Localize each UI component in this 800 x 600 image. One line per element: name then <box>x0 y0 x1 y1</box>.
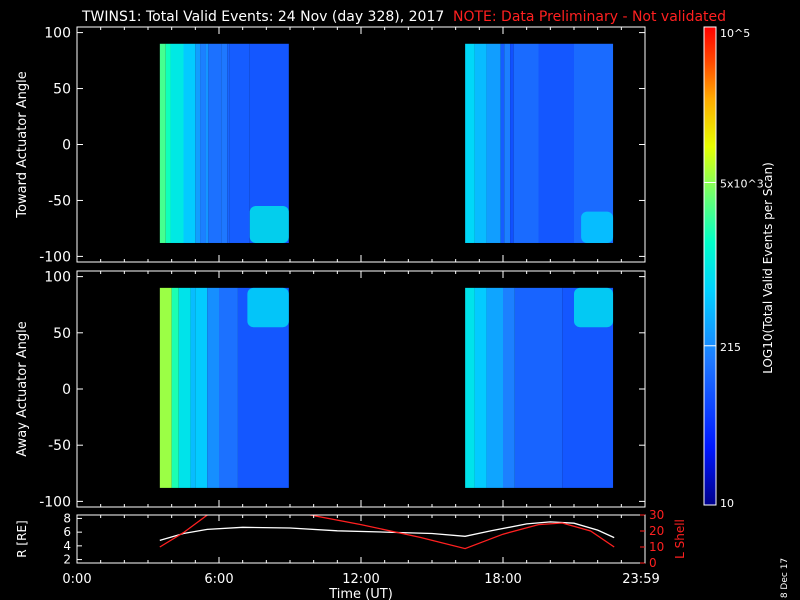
radial-distance-line <box>159 521 615 542</box>
heatmap-hotspot <box>574 287 614 328</box>
x-tick-label: 18:00 <box>484 572 521 587</box>
heatmap-cell <box>474 287 487 488</box>
x-tick-label: 6:00 <box>204 572 233 587</box>
y2-tick-label: 30 <box>649 508 664 522</box>
heatmap-cell <box>465 43 475 243</box>
away-angle-panel: 100 50 0 -50 -100 Away Actuator Angle <box>15 270 646 510</box>
heatmap-cell <box>159 43 166 243</box>
heatmap-cell <box>170 43 184 243</box>
heatmap-cell <box>574 43 614 243</box>
colorbar-tick-label: 215 <box>720 341 741 354</box>
heatmap-hotspot <box>581 211 614 243</box>
heatmap-cell <box>183 43 196 243</box>
y-tick-label: 0 <box>62 138 71 154</box>
y-tick-label: 6 <box>63 525 71 539</box>
date-stamp: 8 Dec 17 <box>780 558 790 598</box>
y-tick-label: 4 <box>63 539 71 553</box>
heatmap-cell <box>190 287 196 488</box>
colorbar-label: LOG10(Total Valid Events per Scan) <box>761 162 775 374</box>
y2-tick-label: 10 <box>649 540 664 554</box>
heatmap-cell <box>208 43 222 243</box>
l-shell-line <box>159 515 209 548</box>
heatmap-cell <box>513 43 539 243</box>
y-axis-label: R [RE] <box>15 520 29 557</box>
x-tick-label: 0:00 <box>62 572 91 587</box>
heatmap-hotspot <box>249 206 289 243</box>
y2-tick-label: 20 <box>649 524 664 538</box>
y-tick-label: -50 <box>48 438 71 454</box>
y-tick-label: 50 <box>53 82 71 98</box>
heatmap-cell <box>159 287 172 488</box>
heatmap-cell <box>229 43 250 243</box>
heatmap-cell <box>221 43 228 243</box>
heatmap-cell <box>205 43 209 243</box>
y-tick-label: 50 <box>53 326 71 342</box>
heatmap-cell <box>474 43 487 243</box>
heatmap-cell <box>165 43 171 243</box>
heatmap-cell <box>510 43 514 243</box>
y-tick-label: 8 <box>63 511 71 525</box>
x-tick-label: 23:59 <box>622 572 659 587</box>
heatmap-cell <box>486 287 503 488</box>
preliminary-note: NOTE: Data Preliminary - Not validated <box>453 9 726 25</box>
heatmap-cell <box>178 287 191 488</box>
heatmap-cell <box>465 287 475 488</box>
y-tick-label: 0 <box>62 382 71 398</box>
plot-area <box>77 515 645 563</box>
colorbar-tick-label: 10^5 <box>720 27 750 40</box>
toward-angle-panel: 100 50 0 -50 -100 Toward Actuator Angle <box>15 26 646 265</box>
y-tick-label: 100 <box>44 26 71 42</box>
y-axis-label: Toward Actuator Angle <box>15 71 30 218</box>
heatmap-cell <box>171 287 179 488</box>
heatmap-cell <box>195 287 208 488</box>
figure-title: TWINS1: Total Valid Events: 24 Nov (day … <box>81 9 444 25</box>
colorbar-gradient <box>704 27 716 505</box>
y-tick-label: 2 <box>63 553 71 567</box>
heatmap-cell <box>486 43 501 243</box>
y2-axis-label: L Shell <box>673 519 687 559</box>
heatmap-cell <box>200 43 206 243</box>
heatmap-cell <box>503 287 515 488</box>
y-tick-label: -100 <box>39 494 71 510</box>
colorbar-tick-label: 10 <box>720 497 734 510</box>
heatmap-cell <box>227 43 230 243</box>
y-tick-label: -100 <box>39 249 71 265</box>
heatmap-cell <box>504 43 511 243</box>
y-tick-label: -50 <box>48 193 71 209</box>
heatmap-cell <box>500 43 505 243</box>
heatmap-cell <box>538 43 574 243</box>
colorbar-tick-label: 5x10^3 <box>720 177 764 190</box>
colorbar: 10 215 5x10^3 10^5 LOG10(Total Valid Events… <box>703 26 775 510</box>
y-tick-label: 100 <box>44 270 71 286</box>
heatmap-cell <box>207 287 219 488</box>
heatmap-hotspot <box>247 287 289 328</box>
y-axis-label: Away Actuator Angle <box>15 321 30 456</box>
y2-tick-label: 0 <box>649 556 657 570</box>
heatmap-cell <box>514 287 563 488</box>
x-axis-label: Time (UT) <box>328 587 393 600</box>
l-shell-line <box>306 515 615 550</box>
x-tick-label: 12:00 <box>342 572 379 587</box>
heatmap-cell <box>219 287 238 488</box>
heatmap-cell <box>195 43 201 243</box>
